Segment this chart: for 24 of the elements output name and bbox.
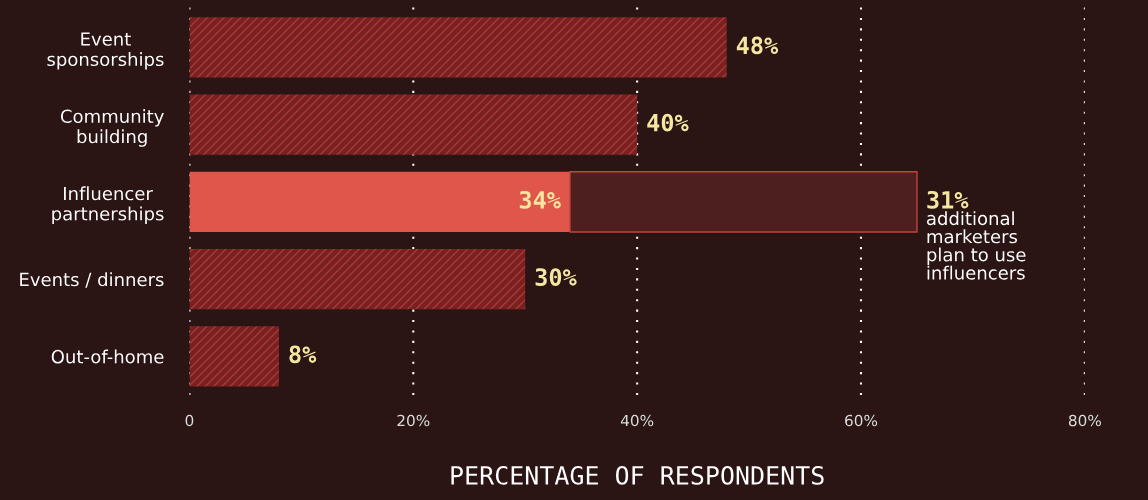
bar <box>189 171 570 233</box>
data-label: 8% <box>289 345 317 364</box>
x-tick-label: 60% <box>845 414 878 427</box>
data-label: 48% <box>736 36 779 55</box>
x-tick-label: 20% <box>397 414 430 427</box>
bar <box>569 171 918 233</box>
bar <box>189 94 638 155</box>
data-label: 30% <box>535 268 577 287</box>
x-tick-label: 0 <box>185 414 194 427</box>
bar <box>189 249 526 310</box>
y-tick-label: Influencer partnerships <box>52 186 164 225</box>
data-label: 40% <box>647 113 689 132</box>
annotation: additional marketers plan to use influencers <box>927 211 1026 280</box>
y-tick-label: Events / dinners <box>20 272 164 288</box>
x-tick-label: 40% <box>620 414 654 427</box>
y-tick-label: Out-of-home <box>51 349 164 364</box>
x-tick-label: 80% <box>1068 414 1101 427</box>
y-tick-label: Community building <box>60 109 164 147</box>
data-label: 34% <box>519 190 561 209</box>
bar <box>189 17 727 78</box>
data-label: 31% <box>927 190 969 209</box>
y-tick-label: Event sponsorships <box>47 32 164 70</box>
x-axis-title: PERCENTAGE OF RESPONDENTS <box>451 465 824 485</box>
bar <box>189 326 279 387</box>
